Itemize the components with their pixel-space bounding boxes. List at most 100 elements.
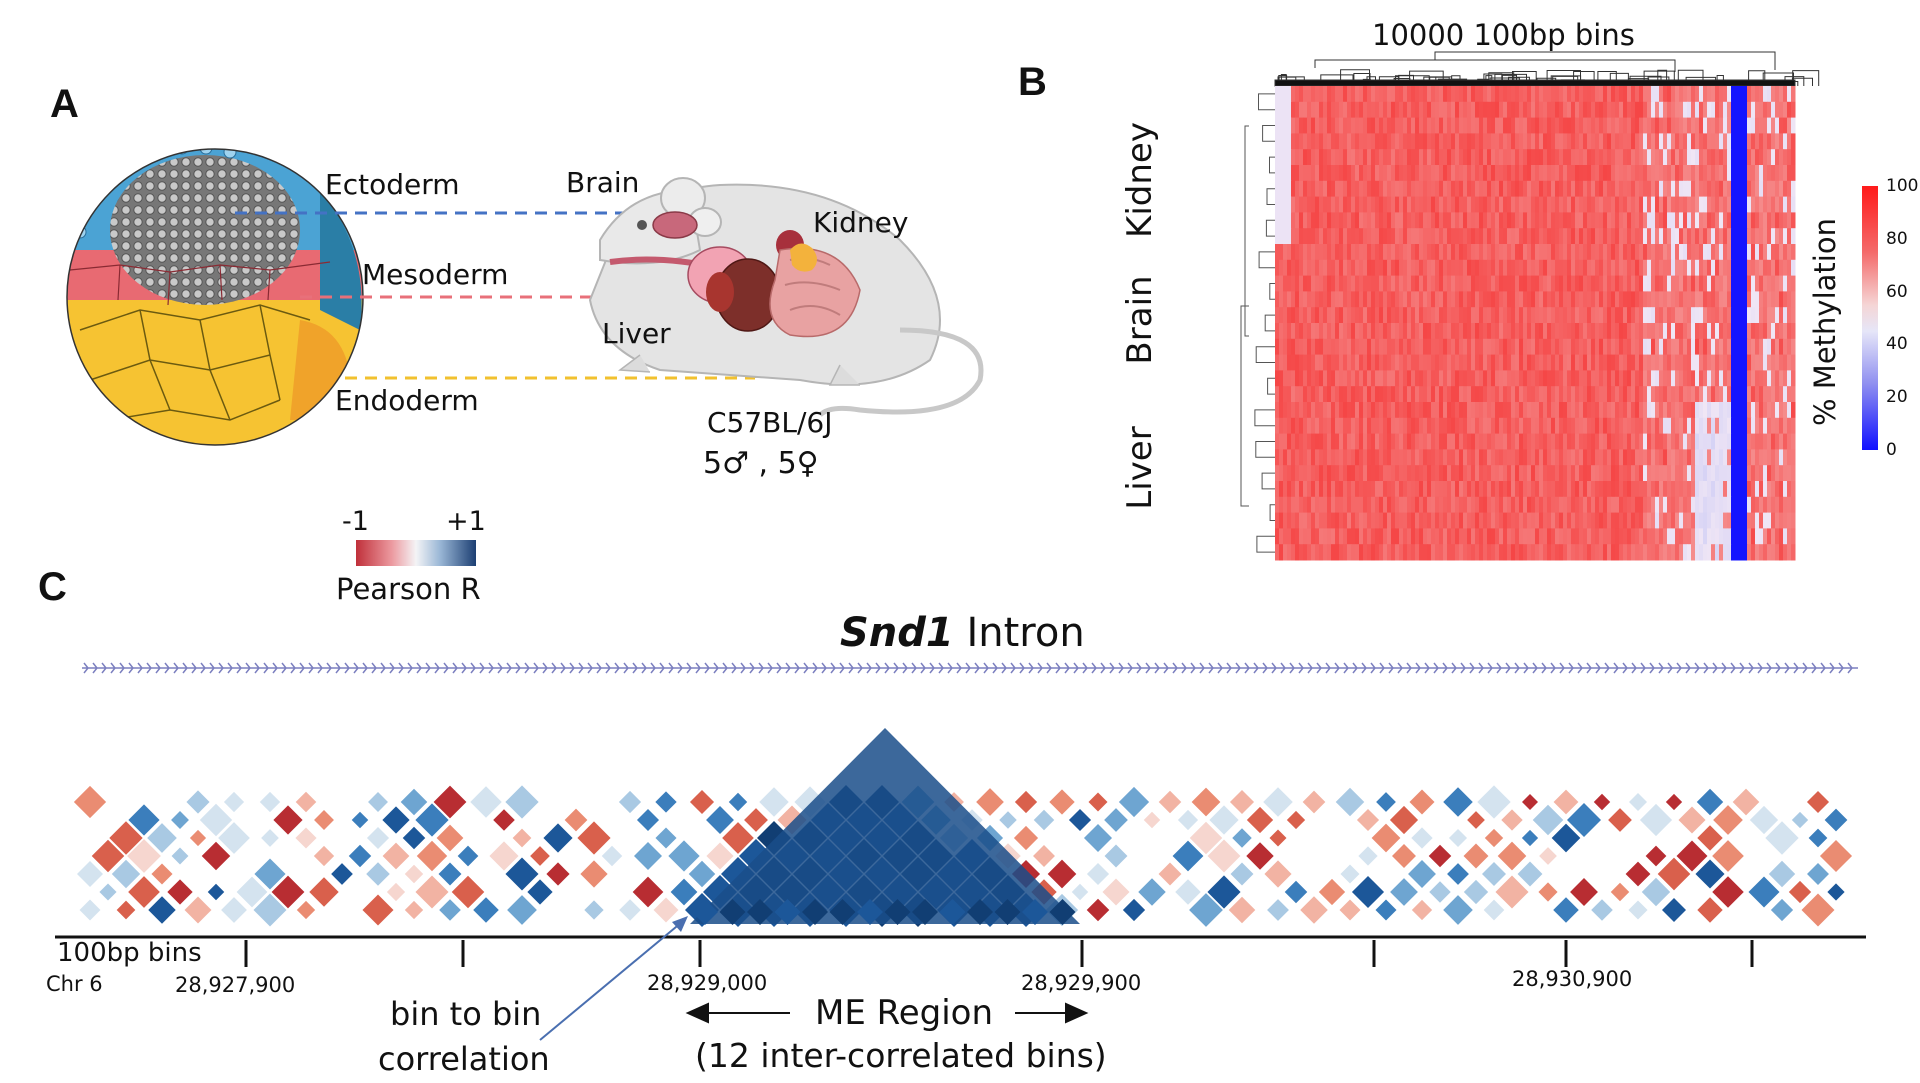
heatmap-cell: [1427, 402, 1432, 419]
heatmap-cell: [1755, 212, 1760, 229]
heatmap-cell: [1711, 512, 1716, 529]
heatmap-cell: [1743, 244, 1748, 261]
heatmap-cell: [1715, 323, 1720, 340]
heatmap-cell: [1707, 496, 1712, 514]
heatmap-cell: [1731, 354, 1736, 371]
heatmap-cell: [1767, 512, 1772, 529]
heatmap-cell: [1731, 338, 1736, 356]
heatmap-cell: [1403, 149, 1408, 166]
heatmap-cell: [1791, 370, 1796, 387]
heatmap-cell: [1363, 244, 1368, 261]
heatmap-cell: [1283, 386, 1288, 403]
heatmap-cell: [1411, 86, 1416, 103]
heatmap-cell: [1755, 165, 1760, 182]
heatmap-cell: [1723, 370, 1728, 387]
heatmap-cell: [1587, 180, 1592, 198]
heatmap-cell: [1371, 481, 1376, 498]
heatmap-cell: [1359, 354, 1364, 371]
heatmap-cell: [1611, 544, 1616, 561]
heatmap-cell: [1419, 259, 1424, 277]
heatmap-cell: [1575, 528, 1580, 545]
heatmap-cell: [1527, 544, 1532, 561]
heatmap-cell: [1779, 117, 1784, 134]
heatmap-cell: [1295, 512, 1300, 529]
heatmap-cell: [1723, 259, 1728, 277]
heatmap-cell: [1399, 307, 1404, 324]
heatmap-cell: [1295, 133, 1300, 150]
heatmap-cell: [1503, 354, 1508, 371]
correlation-cell: [415, 803, 449, 837]
colorbar-tick-label: 80: [1886, 228, 1908, 249]
heatmap-cell: [1655, 449, 1660, 466]
heatmap-cell: [1419, 307, 1424, 324]
heatmap-cell: [1491, 512, 1496, 529]
heatmap-cell: [1487, 133, 1492, 150]
heatmap-cell: [1575, 291, 1580, 308]
heatmap-cell: [1691, 291, 1696, 308]
heatmap-cell: [1651, 117, 1656, 134]
heatmap-cell: [1631, 149, 1636, 166]
heatmap-cell: [1759, 433, 1764, 450]
heatmap-cell: [1411, 180, 1416, 198]
heatmap-cell: [1591, 528, 1596, 545]
heatmap-cell: [1719, 417, 1724, 435]
heatmap-cell: [1571, 323, 1576, 340]
heatmap-cell: [1335, 275, 1340, 292]
heatmap-cell: [1591, 275, 1596, 292]
heatmap-cell: [1755, 433, 1760, 450]
tick-label-2: 28,929,000: [647, 971, 768, 995]
correlation-cell: [1482, 862, 1506, 886]
heatmap-cell: [1675, 291, 1680, 308]
heatmap-cell: [1647, 180, 1652, 198]
heatmap-cell: [1779, 338, 1784, 356]
heatmap-cell: [1635, 228, 1640, 245]
heatmap-cell: [1531, 512, 1536, 529]
heatmap-cell: [1747, 512, 1752, 529]
heatmap-cell: [1435, 449, 1440, 466]
heatmap-cell: [1319, 544, 1324, 561]
heatmap-cell: [1491, 528, 1496, 545]
heatmap-cell: [1635, 259, 1640, 277]
heatmap-cell: [1507, 338, 1512, 356]
heatmap-cell: [1767, 386, 1772, 403]
heatmap-cell: [1467, 133, 1472, 150]
heatmap-cell: [1663, 117, 1668, 134]
correlation-cell: [1340, 864, 1360, 884]
heatmap-cell: [1515, 417, 1520, 435]
heatmap-cell: [1671, 449, 1676, 466]
heatmap-cell: [1571, 528, 1576, 545]
heatmap-cell: [1511, 481, 1516, 498]
heatmap-cell: [1775, 386, 1780, 403]
heatmap-cell: [1791, 196, 1796, 213]
heatmap-cell: [1679, 544, 1684, 561]
heatmap-cell: [1627, 465, 1632, 482]
heatmap-cell: [1775, 180, 1780, 198]
heatmap-cell: [1507, 133, 1512, 150]
heatmap-cell: [1367, 165, 1372, 182]
heatmap-cell: [1335, 465, 1340, 482]
heatmap-cell: [1655, 165, 1660, 182]
heatmap-cell: [1607, 402, 1612, 419]
heatmap-cell: [1715, 149, 1720, 166]
heatmap-cell: [1327, 354, 1332, 371]
heatmap-cell: [1363, 528, 1368, 545]
heatmap-cell: [1687, 133, 1692, 150]
heatmap-cell: [1563, 544, 1568, 561]
heatmap-cell: [1571, 465, 1576, 482]
heatmap-cell: [1351, 212, 1356, 229]
heatmap-cell: [1451, 180, 1456, 198]
heatmap-cell: [1771, 323, 1776, 340]
heatmap-cell: [1307, 133, 1312, 150]
heatmap-cell: [1771, 101, 1776, 119]
heatmap-cell: [1371, 496, 1376, 514]
heatmap-cell: [1379, 180, 1384, 198]
heatmap-cell: [1667, 86, 1672, 103]
heatmap-cell: [1467, 212, 1472, 229]
heatmap-cell: [1619, 402, 1624, 419]
heatmap-cell: [1755, 338, 1760, 356]
heatmap-cell: [1759, 323, 1764, 340]
heatmap-cell: [1371, 528, 1376, 545]
heatmap-cell: [1347, 101, 1352, 119]
heatmap-cell: [1647, 259, 1652, 277]
panel-a-letter: A: [50, 82, 79, 126]
